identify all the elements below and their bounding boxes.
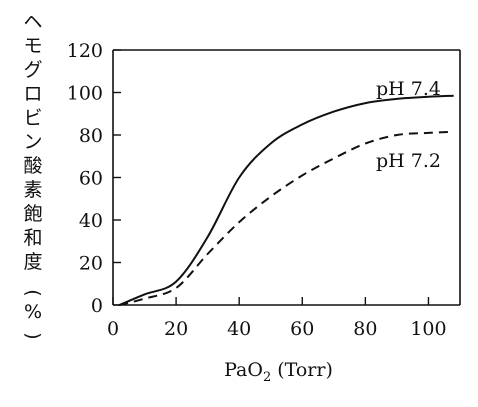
y-axis-title-char: グ (23, 59, 42, 81)
y-axis-title-char: ヘ (23, 11, 42, 33)
series-label: pH 7.4 (376, 78, 441, 100)
x-tick-label: 20 (164, 318, 188, 340)
series-lines (118, 94, 454, 306)
series-line-ph-7-4 (118, 94, 454, 306)
y-axis-title-char: 素 (23, 179, 42, 201)
y-tick-label: 0 (91, 295, 103, 317)
x-tick-label: 40 (227, 318, 251, 340)
y-tick-label: 20 (79, 253, 103, 275)
y-axis-title-char: ン (23, 131, 42, 153)
x-axis-title-subscript: 2 (263, 370, 271, 385)
y-tick-label: 80 (79, 125, 103, 147)
y-axis-title-char: ロ (23, 83, 42, 105)
y-tick-label: 100 (67, 83, 103, 105)
y-axis-title-char: 飽 (23, 203, 42, 225)
series-labels: pH 7.4 pH 7.2 (376, 78, 441, 172)
x-tick-label: 100 (410, 318, 446, 340)
x-axis-title: PaO2 (Torr) (224, 359, 333, 385)
x-axis-ticks: 0 20 40 60 80 100 (107, 297, 447, 340)
x-axis-title-main: PaO (224, 359, 263, 381)
series-label: pH 7.2 (376, 150, 441, 172)
y-axis-title-char: ビ (23, 107, 42, 129)
y-axis-title-char: ) (22, 332, 44, 339)
y-axis-title-char: 度 (23, 251, 42, 273)
y-axis-title-char: 和 (23, 227, 42, 249)
series-line-ph-7-2 (119, 130, 454, 306)
x-axis-title-unit: (Torr) (277, 359, 333, 381)
x-tick-label: 80 (353, 318, 377, 340)
y-tick-label: 120 (67, 40, 103, 62)
y-axis-title-char: ( (22, 289, 44, 296)
y-axis-ticks: 0 20 40 60 80 100 120 (67, 40, 121, 317)
y-tick-label: 60 (79, 168, 103, 190)
y-tick-label: 40 (79, 210, 103, 232)
y-axis-title-char: 酸 (23, 155, 42, 177)
x-tick-label: 60 (290, 318, 314, 340)
y-axis-title-char: モ (23, 35, 42, 57)
y-axis-title-char: % (24, 301, 42, 323)
x-tick-label: 0 (107, 318, 119, 340)
